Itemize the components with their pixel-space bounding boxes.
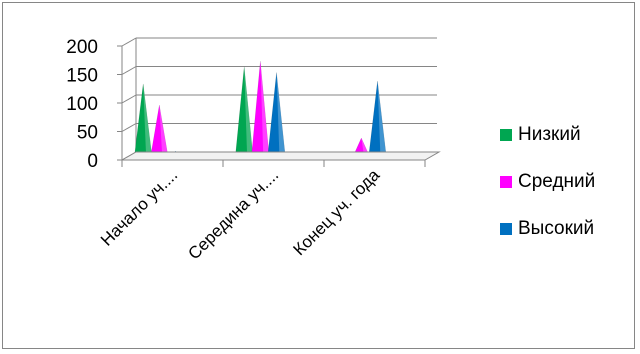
y-tick-label-4: 0 (87, 151, 98, 172)
y-tick-label-0: 200 (66, 37, 98, 58)
grid-side-2 (121, 94, 137, 104)
legend-label-low: Низкий (518, 124, 581, 145)
x-axis (120, 151, 441, 167)
legend-item-low: Низкий (500, 122, 635, 148)
legend-swatch-mid (500, 176, 512, 188)
grid-side-0 (121, 37, 137, 47)
category-label-1: Середина уч.... (184, 165, 282, 263)
legend-label-high: Высокий (518, 218, 595, 239)
category-labels: Начало уч.... Середина уч.... Конец уч. го… (97, 165, 384, 263)
legend-label-mid: Средний (518, 171, 596, 192)
category-label-2: Конец уч. года (289, 165, 383, 259)
y-axis-ticks: 200 150 100 50 0 (66, 37, 98, 172)
mark-shade-0-0 (143, 83, 153, 158)
legend-item-high: Высокий (500, 216, 635, 242)
grid-side-1 (121, 66, 137, 75)
mark-shade-0-1 (244, 66, 254, 158)
category-label-0: Начало уч.... (97, 165, 181, 249)
chart-floor (120, 151, 441, 161)
mark-shade-1-0 (159, 104, 169, 158)
y-tick-label-3: 50 (77, 123, 98, 144)
y-tick-label-2: 100 (66, 94, 98, 115)
chart-frame (2, 2, 635, 349)
mark-shade-1-1 (260, 61, 270, 158)
grid-side-3 (121, 123, 137, 132)
y-tick-label-1: 150 (66, 66, 98, 87)
chart-marks (133, 61, 387, 159)
legend-swatch-high (500, 223, 512, 235)
mark-shade-2-1 (276, 72, 286, 158)
mark-shade-2-2 (377, 81, 387, 158)
legend-swatch-low (500, 129, 512, 141)
legend-item-mid: Средний (500, 169, 635, 195)
legend: Низкий Средний Высокий (500, 122, 635, 263)
